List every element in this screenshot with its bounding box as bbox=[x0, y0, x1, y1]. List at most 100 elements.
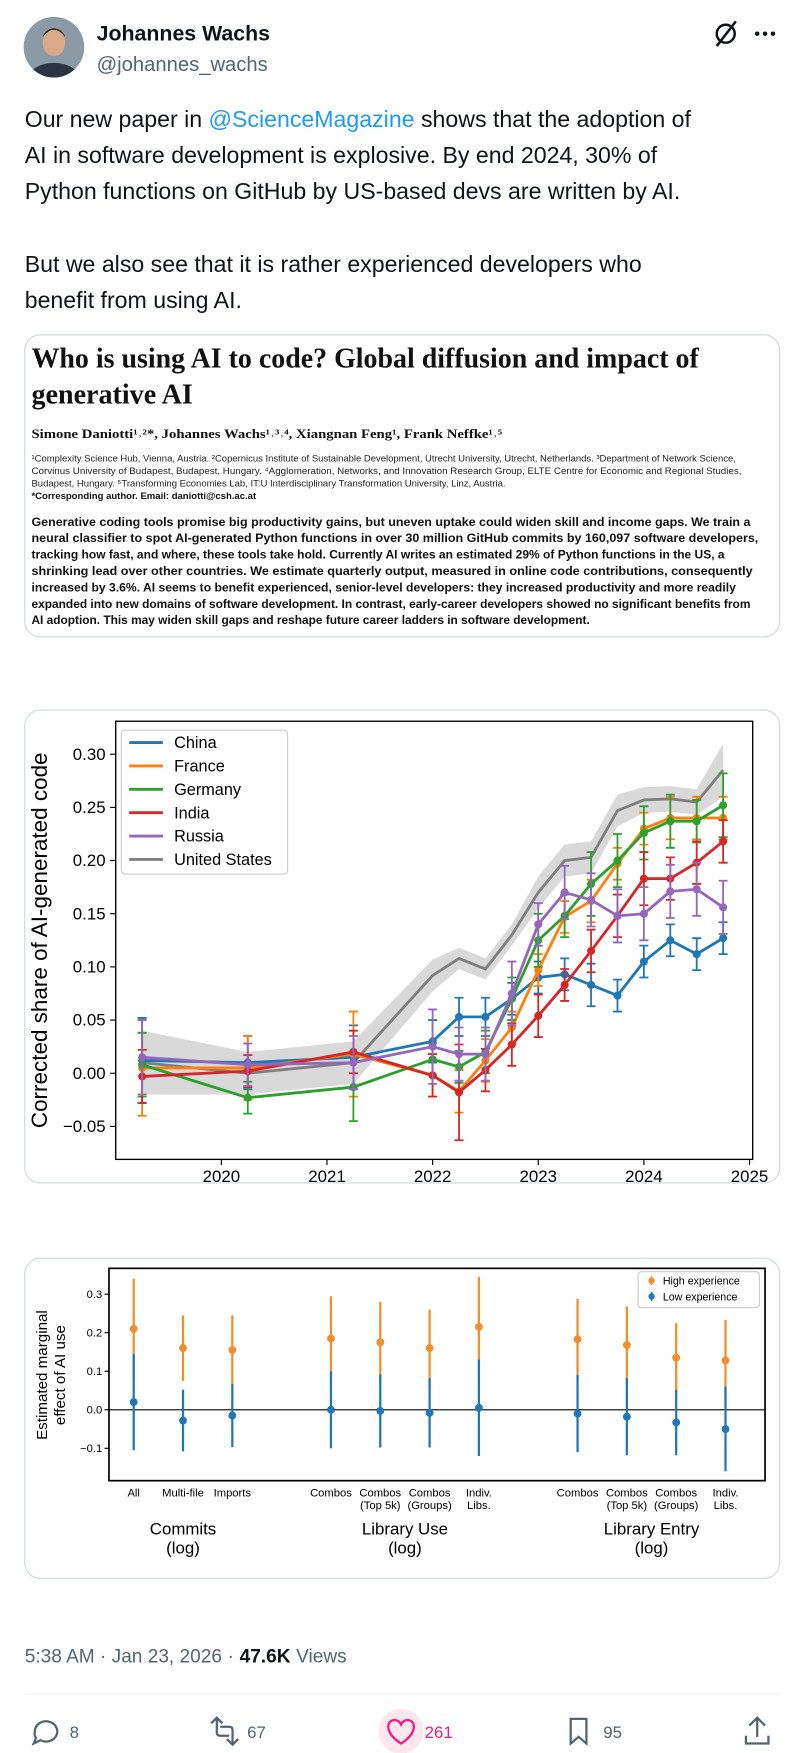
legend-label: High experience bbox=[663, 1276, 740, 1288]
data-point bbox=[474, 1322, 483, 1331]
author-handle[interactable]: @johannes_wachs bbox=[97, 54, 268, 76]
data-point bbox=[481, 1050, 490, 1059]
legend-label: India bbox=[174, 804, 210, 822]
data-point bbox=[666, 817, 675, 826]
paper-text: Who is using AI to code? Global diffusio… bbox=[31, 343, 758, 627]
x-tick-label: Combos bbox=[409, 1487, 451, 1499]
y-tick-label: −0.1 bbox=[80, 1443, 102, 1455]
errorbar-chart: −0.1 0.0 0.1 0.2 0.3 Estimated marginal effect… bbox=[34, 1267, 766, 1558]
data-point bbox=[613, 991, 622, 1000]
line-chart: −0.05 0.00 0.05 0.10 0.15 0.20 0.25 0.30 2020 202… bbox=[27, 720, 768, 1186]
data-point bbox=[454, 1050, 464, 1059]
separator: · bbox=[228, 1647, 234, 1668]
paper-abstract-line: expanded into new domains of software de… bbox=[31, 598, 750, 611]
data-point bbox=[719, 801, 728, 810]
data-point bbox=[719, 903, 728, 912]
x-tick-label: 2023 bbox=[520, 1167, 557, 1186]
data-point bbox=[376, 1406, 385, 1415]
more-icon[interactable] bbox=[754, 31, 776, 36]
data-point bbox=[639, 909, 648, 918]
share-icon[interactable] bbox=[744, 1716, 770, 1745]
x-tick-label: Combos bbox=[606, 1487, 648, 1499]
legend-label: Low experience bbox=[663, 1291, 738, 1303]
data-point bbox=[454, 1012, 464, 1021]
data-point bbox=[573, 1335, 582, 1344]
repost-count[interactable]: 67 bbox=[247, 1723, 266, 1742]
paper-abstract-line: Generative coding tools promise big prod… bbox=[31, 516, 750, 529]
confidence-band bbox=[142, 743, 724, 1095]
data-point bbox=[587, 946, 596, 955]
data-point bbox=[560, 980, 569, 990]
legend-swatch bbox=[648, 1293, 655, 1300]
x-tick-label: 2025 bbox=[731, 1167, 768, 1186]
paper-affiliation: Budapest, Hungary. ⁵Transforming Economi… bbox=[31, 478, 505, 489]
data-point bbox=[692, 817, 701, 826]
x-tick-label: 2022 bbox=[414, 1167, 451, 1186]
x-tick-label: Combos bbox=[655, 1487, 697, 1499]
paper-abstract-line: neural classifier to spot AI-generated P… bbox=[31, 532, 758, 545]
paper-title: generative AI bbox=[31, 379, 192, 410]
paper-card[interactable] bbox=[24, 334, 781, 638]
time[interactable]: 5:38 AM · Jan 23, 2026 bbox=[25, 1647, 222, 1668]
bookmark-count[interactable]: 95 bbox=[603, 1723, 622, 1742]
data-point bbox=[613, 911, 622, 920]
author-name[interactable]: Johannes Wachs bbox=[97, 21, 270, 45]
legend-label: United States bbox=[174, 851, 272, 869]
action-icons bbox=[31, 1708, 770, 1753]
x-tick-label: Indiv. bbox=[713, 1487, 739, 1499]
paper-authors: Simone Daniotti¹˒²*, Johannes Wachs¹˒³˒⁴… bbox=[31, 427, 502, 441]
reply-count[interactable]: 8 bbox=[70, 1723, 79, 1742]
group-label: Library Entry bbox=[604, 1520, 700, 1539]
group-unit: (log) bbox=[166, 1539, 200, 1558]
data-point bbox=[454, 1088, 464, 1097]
x-tick-label: 2021 bbox=[308, 1167, 345, 1186]
x-tick-label: Libs. bbox=[714, 1500, 738, 1512]
x-tick-label: (Top 5k) bbox=[360, 1500, 401, 1512]
text-span: Python functions on GitHub by US-based d… bbox=[25, 178, 681, 204]
data-point bbox=[425, 1344, 434, 1353]
y-tick-label: 0.30 bbox=[73, 745, 106, 764]
like-count[interactable]: 261 bbox=[425, 1723, 453, 1742]
data-point bbox=[666, 936, 675, 945]
data-point bbox=[425, 1408, 434, 1417]
grok-icon[interactable] bbox=[715, 20, 737, 47]
data-point bbox=[573, 1409, 582, 1418]
data-point bbox=[481, 1012, 490, 1021]
data-point bbox=[138, 1053, 147, 1062]
repost-icon[interactable] bbox=[210, 1716, 239, 1747]
timestamp: 5:38 AM · Jan 23, 2026 · 47.6K Views bbox=[25, 1647, 347, 1668]
group-label: Library Use bbox=[362, 1520, 448, 1539]
data-point bbox=[613, 856, 622, 865]
x-tick-label: Libs. bbox=[467, 1500, 491, 1512]
data-point bbox=[587, 895, 596, 904]
y-tick-label: 0.05 bbox=[73, 1011, 106, 1030]
text-span: shows that the adoption of bbox=[415, 106, 692, 132]
data-point bbox=[719, 837, 728, 846]
mention-link[interactable]: @ScienceMagazine bbox=[209, 106, 415, 132]
text-span: AI in software development is explosive.… bbox=[25, 142, 658, 168]
x-tick-label: 2020 bbox=[203, 1167, 240, 1186]
data-point bbox=[428, 1042, 437, 1051]
y-tick-label: 0.1 bbox=[87, 1366, 103, 1378]
data-point bbox=[376, 1338, 385, 1347]
x-tick-label: Imports bbox=[214, 1487, 252, 1499]
data-point bbox=[179, 1416, 187, 1425]
paper-abstract-line: shrinking lead over other countries. We … bbox=[31, 565, 753, 578]
data-point bbox=[719, 934, 728, 943]
reply-icon[interactable] bbox=[31, 1720, 59, 1746]
plot-frame bbox=[108, 1267, 766, 1482]
paper-abstract-line: tracking how fast, and where, these tool… bbox=[31, 549, 725, 562]
chart-card[interactable] bbox=[24, 1257, 781, 1579]
y-axis-label: Corrected share of AI-generated code bbox=[27, 752, 52, 1128]
legend-label: Russia bbox=[174, 828, 225, 846]
paper-title: Who is using AI to code? Global diffusio… bbox=[31, 343, 699, 374]
data-point bbox=[349, 1058, 358, 1067]
avatar[interactable] bbox=[23, 16, 85, 99]
bookmark-icon[interactable] bbox=[569, 1717, 588, 1746]
text-span: Our new paper in bbox=[25, 106, 209, 132]
data-point bbox=[474, 1403, 483, 1412]
data-point bbox=[672, 1353, 681, 1362]
like-icon[interactable] bbox=[387, 1718, 415, 1745]
data-point bbox=[129, 1324, 138, 1333]
